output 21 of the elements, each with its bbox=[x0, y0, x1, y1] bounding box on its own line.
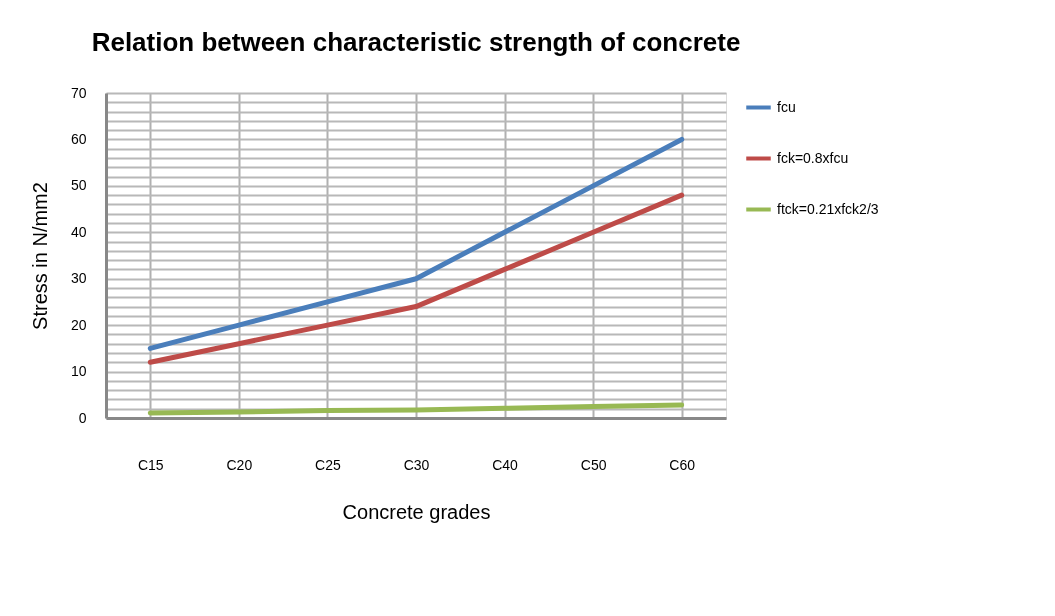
y-tick-label: 0 bbox=[78, 409, 87, 426]
x-tick-label: C60 bbox=[669, 456, 696, 473]
y-tick-label: 20 bbox=[70, 316, 87, 333]
x-tick-label: C30 bbox=[403, 456, 430, 473]
legend-label: fck=0.8xfcu bbox=[777, 149, 849, 166]
x-tick-label: C25 bbox=[315, 456, 341, 473]
y-tick-label: 10 bbox=[70, 363, 87, 380]
y-tick-label: 40 bbox=[70, 223, 87, 240]
y-tick-label: 70 bbox=[70, 84, 87, 101]
legend-label: ftck=0.21xfck2/3 bbox=[777, 200, 879, 217]
y-tick-label: 50 bbox=[70, 177, 87, 194]
x-axis-title: Concrete grades bbox=[342, 500, 491, 523]
x-tick-label: C15 bbox=[137, 456, 164, 473]
x-tick-label: C40 bbox=[492, 456, 519, 473]
chart-title: Relation between characteristic strength of concrete bbox=[91, 27, 741, 57]
y-tick-label: 60 bbox=[70, 130, 87, 147]
x-tick-label: C50 bbox=[580, 456, 607, 473]
y-tick-label: 30 bbox=[70, 270, 87, 287]
x-tick-label: C20 bbox=[226, 456, 253, 473]
legend-label: fcu bbox=[777, 98, 796, 115]
y-axis-title: Stress in N/mm2 bbox=[28, 182, 51, 330]
